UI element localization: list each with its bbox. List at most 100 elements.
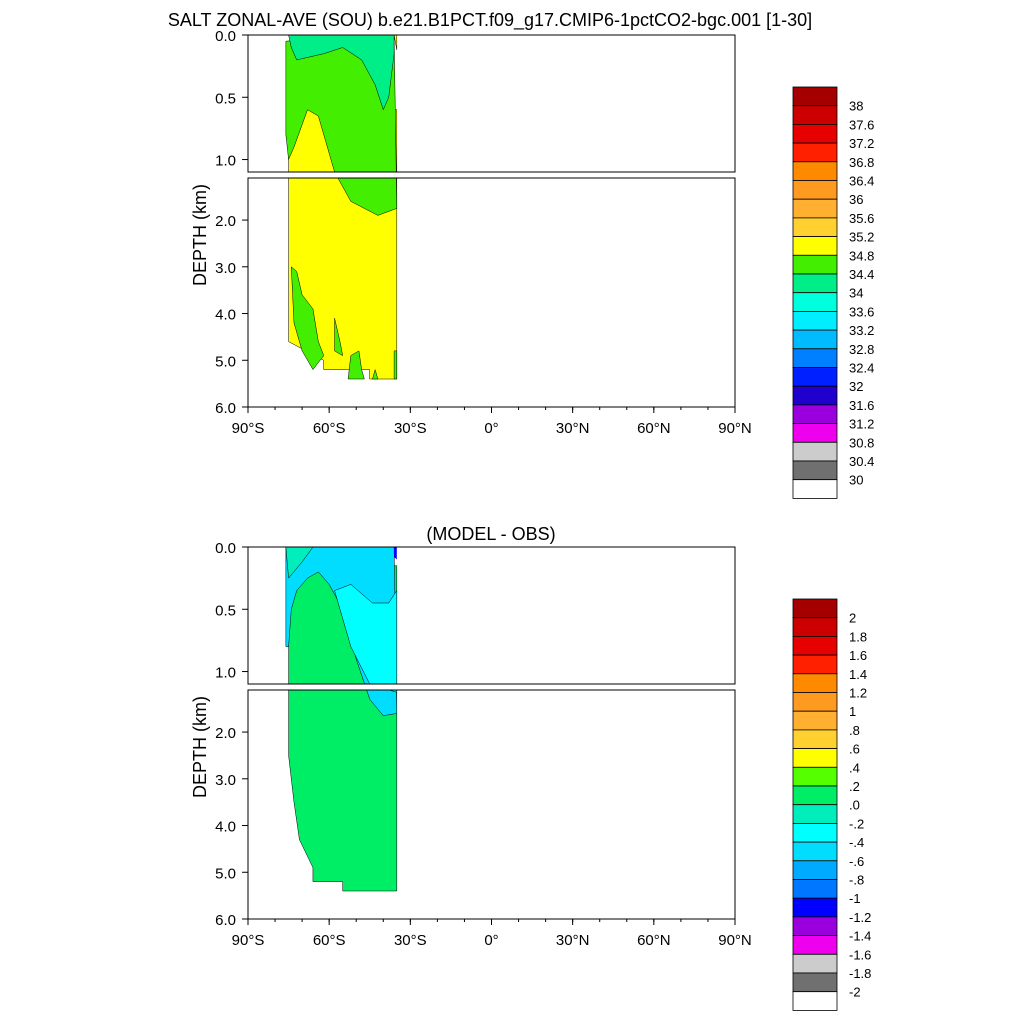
colorbar-box [792,198,838,219]
colorbar-box [792,636,838,656]
colorbar-box [792,367,838,387]
colorbar-box [792,292,838,312]
colorbar-label: 33.6 [849,304,874,319]
y-tick-label: 1.0 [215,665,236,682]
colorbar-box [792,823,838,843]
y-tick-label: 4.0 [215,819,236,836]
colorbar-label: 1.6 [849,648,867,663]
colorbar-box [792,729,838,750]
colorbar-label: 30 [849,473,863,488]
colorbar-box [792,991,838,1011]
colorbar-box [792,935,838,955]
x-tick-label: 90°S [232,420,265,437]
colorbar-label: 34 [849,286,863,301]
colorbar-label: 33.2 [849,323,874,338]
colorbar-label: -2 [849,985,861,1000]
colorbar-label: 36.4 [849,174,874,189]
colorbar-box [792,142,838,163]
colorbar-box [792,124,838,144]
colorbar-label: 31.2 [849,417,874,432]
colorbar-box [792,710,838,731]
colorbar-label: 34.4 [849,267,874,282]
colorbar-box [792,879,838,899]
colorbar-box [792,654,838,675]
colorbar-salinity: 38 37.6 37.2 36.8 36.4 36 35.6 35.2 34.8 34.4 34 33… [792,86,874,499]
region-33.6-34.0 [288,35,395,111]
colorbar-box [792,441,838,462]
x-tick-label: 0° [484,932,498,949]
y-tick-label: 6.0 [215,400,236,417]
x-tick-label: 90°S [232,932,265,949]
colorbar-label: 1.8 [849,629,867,644]
colorbar-box [792,692,838,712]
colorbar-box [792,804,838,824]
x-tick-label: 0° [484,420,498,437]
colorbar-label: 1.2 [849,686,867,701]
region-surface-left [285,547,314,579]
x-tick-label: 60°N [637,932,671,949]
colorbar-box [792,329,838,350]
y-tick-label: 6.0 [215,912,236,929]
colorbar-box [792,236,838,256]
colorbar-label: 1 [849,704,856,719]
colorbar-box [792,404,838,424]
colorbar-box [792,972,838,993]
colorbar-label: 30.4 [849,454,874,469]
colorbar-box [792,423,838,443]
colorbar-box [792,673,838,693]
colorbar-difference: 21.81.61.41.21.8.6.4.2.0-.2-.4-.6-.8-1-1… [792,598,871,1011]
y-tick-label: 3.0 [215,772,236,789]
x-tick-label: 90°N [718,420,752,437]
colorbar-box [792,841,838,862]
colorbar-label: .6 [849,742,860,757]
region-deep-green-1 [291,266,325,371]
x-tick-label: 60°N [637,420,671,437]
colorbar-label: 30.8 [849,435,874,450]
colorbar-label: -1.4 [849,929,871,944]
colorbar-box [792,385,838,406]
y-axis-label: DEPTH (km) [190,696,210,798]
y-axis-label: DEPTH (km) [190,184,210,286]
y-tick-label: 0.5 [215,602,236,619]
colorbar-box [792,161,838,181]
colorbar-label: 35.6 [849,211,874,226]
data-field [285,547,398,892]
y-tick-label: 5.0 [215,865,236,882]
region-deep-green-3 [347,350,365,380]
colorbar-label: 34.8 [849,248,874,263]
region-deep-green-5 [393,350,398,380]
x-tick-label: 30°N [556,420,590,437]
colorbar-box [792,617,838,637]
colorbar-box [792,860,838,880]
colorbar-label: -.4 [849,835,864,850]
x-tick-label: 30°S [394,932,427,949]
colorbar-box [792,273,838,294]
colorbar-box [792,748,838,768]
colorbar-label: -1.6 [849,947,871,962]
y-tick-label: 0.0 [215,540,236,557]
colorbar-box [792,254,838,275]
y-tick-label: 0.5 [215,90,236,107]
region-yellow-surface [393,35,398,50]
region-deep-green-4 [372,368,379,380]
colorbar-box [792,180,838,200]
panel-model-salinity: 90°S 60°S 30°S 0° 30°N 60°N 90°N 0.0 0.5 1.0 2.0 3.… [190,28,752,437]
colorbar-label: -.2 [849,816,864,831]
colorbar-label: 1.4 [849,667,867,682]
colorbar-label: .0 [849,798,860,813]
colorbar-label: 35.2 [849,230,874,245]
panel-2-title: (MODEL - OBS) [426,524,555,544]
colorbar-label: .4 [849,760,860,775]
x-tick-label: 60°S [313,420,346,437]
colorbar-label: 37.2 [849,136,874,151]
y-tick-label: 2.0 [215,213,236,230]
colorbar-label: 32.4 [849,361,874,376]
y-tick-label: 1.0 [215,153,236,170]
colorbar-label: .2 [849,779,860,794]
colorbar-label: 38 [849,99,863,114]
data-field [285,35,398,380]
colorbar-label: 36 [849,192,863,207]
region-deep-green-2 [334,318,344,357]
y-tick-label: 5.0 [215,353,236,370]
